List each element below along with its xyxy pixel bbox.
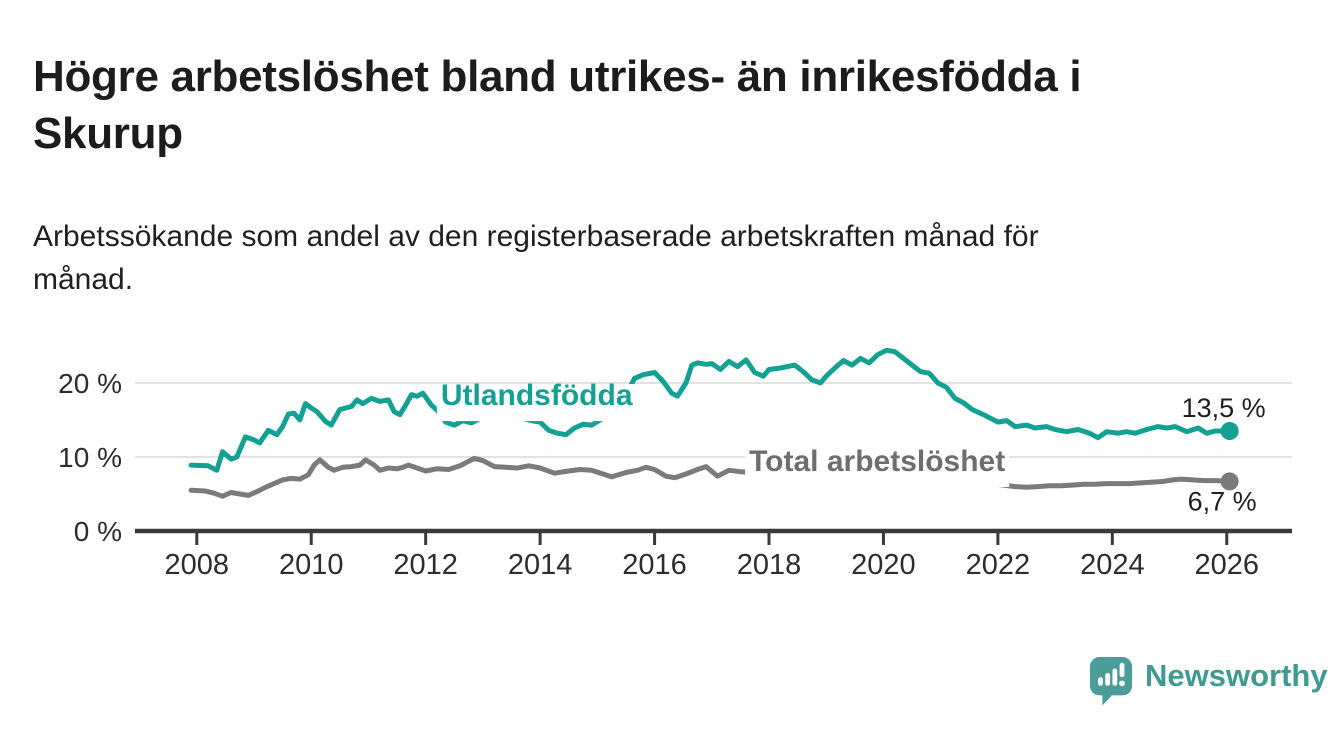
x-tick-label-2008: 2008 xyxy=(165,549,230,581)
x-tick-label-2014: 2014 xyxy=(508,549,573,581)
series-label-total-arbetsl-shet: Total arbetslöshet xyxy=(749,445,1005,478)
page-title-line1: Högre arbetslöshet bland utrikes- än inr… xyxy=(33,52,1082,102)
y-tick-label-0: 0 % xyxy=(74,516,122,547)
series-label-bg-utlandsf-dda xyxy=(436,384,637,422)
chart-subtitle-line1: Arbetssökande som andel av den registerb… xyxy=(33,220,1039,253)
newsworthy-logo-icon xyxy=(1089,657,1133,706)
x-tick-label-2012: 2012 xyxy=(393,549,458,581)
y-tick-label-10: 10 % xyxy=(58,442,122,473)
x-tick-label-2016: 2016 xyxy=(622,549,687,581)
chart-subtitle: Arbetssökande som andel av den registerb… xyxy=(33,216,1228,301)
value-label-utlandsf-dda: 13,5 % xyxy=(1182,393,1266,423)
series-line-utlandsf-dda xyxy=(188,347,1233,473)
page-title: Högre arbetslöshet bland utrikes- än inr… xyxy=(33,49,1228,162)
newsworthy-logo-text: Newsworthy xyxy=(1145,658,1328,693)
x-tick-label-2022: 2022 xyxy=(966,549,1031,581)
x-tick-label-2026: 2026 xyxy=(1195,549,1260,581)
x-tick-label-2018: 2018 xyxy=(737,549,802,581)
value-label-total-arbetsl-shet: 6,7 % xyxy=(1188,486,1257,516)
x-tick-label-2024: 2024 xyxy=(1080,549,1145,581)
x-tick-label-2020: 2020 xyxy=(851,549,916,581)
x-tick-label-2010: 2010 xyxy=(279,549,344,581)
series-label-bg-total-arbetsl-shet xyxy=(745,450,1010,487)
page-title-line2: Skurup xyxy=(33,108,183,158)
chart-subtitle-line2: månad. xyxy=(33,262,134,296)
series-line-total-arbetsl-shet xyxy=(188,455,1233,499)
series-end-dot-total-arbetsl-shet xyxy=(1220,472,1239,491)
series-end-dot-utlandsf-dda xyxy=(1220,422,1239,440)
series-label-utlandsf-dda: Utlandsfödda xyxy=(441,379,633,412)
newsworthy-logo: Newsworthy xyxy=(1088,655,1328,707)
y-tick-label-20: 20 % xyxy=(58,368,122,399)
